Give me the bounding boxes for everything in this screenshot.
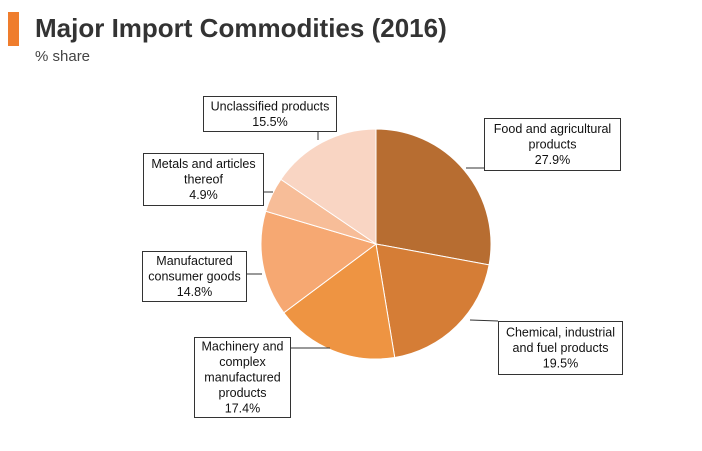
slice-callout: Unclassified products 15.5% (203, 96, 337, 140)
callout-box (498, 321, 623, 375)
slice-value-label: 14.8% (177, 285, 212, 299)
slice-value-label: 19.5% (543, 357, 578, 371)
slice-label: complex (219, 355, 266, 369)
slice-label: Chemical, industrial (506, 326, 615, 340)
slice-label: Machinery and (202, 340, 284, 354)
pie-slice (260, 210, 378, 314)
slice-label: products (219, 386, 267, 400)
pie-slice (375, 243, 490, 359)
slice-label: Metals and articles (151, 157, 255, 171)
slice-value-label: 4.9% (189, 188, 218, 202)
slice-label: and fuel products (513, 341, 609, 355)
slice-label: manufactured (204, 371, 280, 385)
title-accent-bar (8, 12, 19, 46)
pie-slice (280, 128, 377, 245)
callout-box (143, 153, 264, 206)
slice-value-label: 27.9% (535, 153, 570, 167)
slice-label: Unclassified products (211, 99, 330, 113)
pie-slices (260, 128, 492, 360)
callout-box (142, 251, 247, 302)
slice-label: Manufactured (156, 254, 232, 268)
slice-label: products (529, 138, 577, 152)
callout-box (484, 118, 621, 171)
callout-leader-line (469, 319, 499, 322)
callout-box (194, 337, 291, 418)
pie-slice (375, 128, 492, 266)
slice-label: consumer goods (148, 270, 240, 284)
slice-value-label: 15.5% (252, 115, 287, 129)
slice-label: Food and agricultural (494, 122, 611, 136)
chart-subtitle: % share (35, 48, 91, 65)
slice-value-label: 17.4% (225, 402, 260, 416)
pie-slice (283, 243, 396, 360)
chart-title: Major Import Commodities (2016) (35, 13, 447, 43)
slice-label: thereof (184, 173, 223, 187)
callout-box (203, 96, 337, 132)
